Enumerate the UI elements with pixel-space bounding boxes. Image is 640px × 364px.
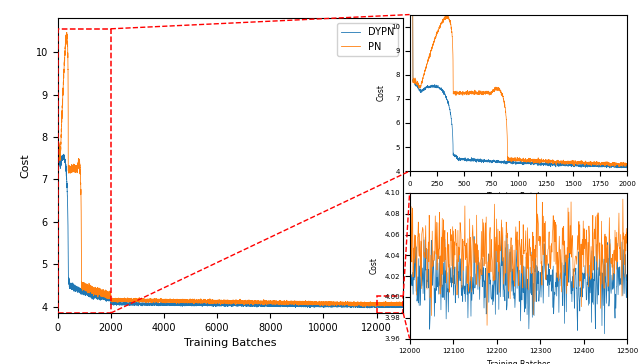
X-axis label: Training Batches: Training Batches <box>486 192 550 201</box>
PN <box>162 299 170 303</box>
DYPN <box>399 304 407 308</box>
Line: DYPN: DYPN <box>58 0 403 308</box>
PN <box>399 303 407 308</box>
DYPN <box>116 302 124 306</box>
PN <box>54 28 61 32</box>
PN <box>362 305 369 309</box>
X-axis label: Training Batches: Training Batches <box>184 338 276 348</box>
Bar <box>376 296 403 313</box>
DYPN <box>131 301 138 306</box>
DYPN <box>90 291 98 295</box>
DYPN <box>364 306 371 310</box>
Y-axis label: Cost: Cost <box>20 153 30 178</box>
DYPN <box>254 303 262 307</box>
Legend: DYPN, PN: DYPN, PN <box>337 23 398 56</box>
Line: PN: PN <box>58 0 403 307</box>
Y-axis label: Cost: Cost <box>376 84 385 101</box>
PN <box>293 301 301 305</box>
DYPN <box>293 303 301 307</box>
DYPN <box>54 32 61 37</box>
X-axis label: Training Batches: Training Batches <box>486 360 550 364</box>
PN <box>254 301 262 305</box>
PN <box>116 298 124 302</box>
Bar <box>58 29 111 313</box>
PN <box>90 285 98 289</box>
DYPN <box>162 302 170 307</box>
Y-axis label: Cost: Cost <box>369 257 379 274</box>
PN <box>131 299 138 304</box>
